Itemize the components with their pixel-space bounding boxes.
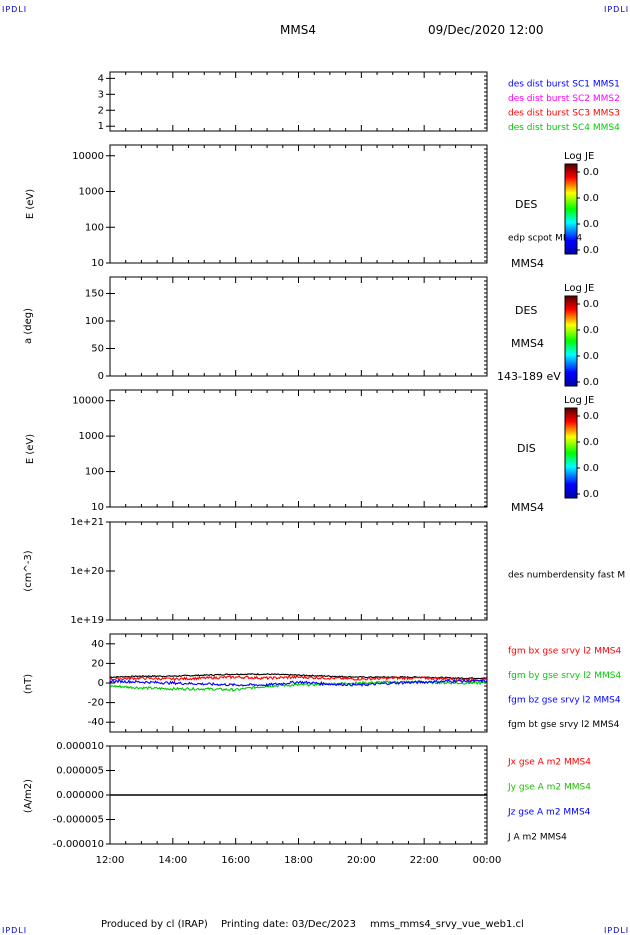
- panel2-colorbar-label: 0.0: [583, 245, 599, 256]
- panel4: [109, 389, 488, 508]
- panel7-ylabel: (A/m2): [23, 779, 34, 813]
- panel3-ytick-label: 150: [85, 289, 104, 300]
- panel6-legend-item: fgm bx gse srvy l2 MMS4: [508, 647, 621, 657]
- panel4-instrument: DIS: [517, 442, 536, 455]
- time-axis-tick-label: 00:00: [473, 855, 502, 866]
- panel2-spacecraft: MMS4: [511, 257, 544, 270]
- panel4-ylabel: E (eV): [25, 434, 36, 464]
- panel1-legend-item: des dist burst SC1 MMS1: [508, 80, 620, 90]
- time-axis-tick-label: 22:00: [410, 855, 439, 866]
- panel2-colorbar-label: 0.0: [583, 219, 599, 230]
- panel2-overlay-label: edp scpot MMS4: [508, 234, 582, 244]
- panel6-ytick-label: 40: [91, 639, 104, 650]
- panel3: [109, 276, 488, 377]
- panel5-ytick-label: 1e+21: [70, 517, 104, 528]
- panel3-ytick-label: 100: [85, 316, 104, 327]
- panel3-instrument: DES: [515, 304, 537, 317]
- panel6-legend-item: fgm by gse srvy l2 MMS4: [508, 671, 621, 681]
- panel3-spacecraft: MMS4: [511, 337, 544, 350]
- panel4-colorbar-title: Log JE: [564, 395, 594, 406]
- panel3-ytick-label: 50: [91, 344, 104, 355]
- panel3-ytick-label: 0: [98, 371, 104, 382]
- panel5-ytick-label: 1e+19: [70, 615, 104, 626]
- corner-label-top-right: IPDLI: [604, 5, 630, 14]
- panel1-ytick-label: 2: [98, 105, 104, 116]
- panel4-colorbar-label: 0.0: [583, 463, 599, 474]
- panel2-colorbar: [564, 163, 578, 255]
- footer-filename: mms_mms4_srvy_vue_web1.cl: [370, 919, 524, 930]
- panel7-legend-item: J A m2 MMS4: [507, 833, 567, 843]
- panel7-ytick-label: -0.000005: [53, 815, 104, 826]
- panel2-instrument: DES: [515, 198, 537, 211]
- panel6-ylabel: (nT): [23, 674, 34, 694]
- footer-produced-by: Produced by cl (IRAP): [101, 919, 208, 930]
- panel3-energy-range: 143-189 eV: [497, 370, 561, 383]
- panel1: [109, 71, 488, 132]
- panel4-colorbar-label: 0.0: [583, 437, 599, 448]
- panel2-colorbar-label: 0.0: [583, 193, 599, 204]
- panel7-legend-item: Jz gse A m2 MMS4: [507, 808, 591, 818]
- panel5-legend: des numberdensity fast M: [508, 571, 625, 581]
- time-axis-tick-label: 18:00: [284, 855, 313, 866]
- panel1-ytick-label: 3: [98, 89, 104, 100]
- panel2: [109, 144, 488, 264]
- panel2-colorbar-title: Log JE: [564, 151, 594, 162]
- corner-label-top-left: IPDLI: [2, 5, 28, 14]
- panel6-series-line: [109, 678, 488, 687]
- panel3-colorbar: [564, 295, 578, 387]
- panel7-ytick-label: -0.000010: [53, 839, 104, 850]
- panel7-ytick-label: 0.000000: [56, 790, 104, 801]
- panel4-ytick-label: 1000: [79, 431, 104, 442]
- panel3-colorbar-label: 0.0: [583, 299, 599, 310]
- time-axis-tick-label: 14:00: [158, 855, 187, 866]
- panel6-ytick-label: -20: [88, 698, 104, 709]
- header-datetime: 09/Dec/2020 12:00: [428, 23, 544, 37]
- panel3-colorbar-label: 0.0: [583, 351, 599, 362]
- panel2-ytick-label: 10000: [72, 151, 104, 162]
- panel5: [109, 521, 488, 621]
- panel4-colorbar-label: 0.0: [583, 489, 599, 500]
- panel3-ylabel: a (deg): [23, 308, 34, 344]
- panel7-legend-item: Jx gse A m2 MMS4: [507, 758, 591, 768]
- panel4-colorbar-label: 0.0: [583, 411, 599, 422]
- panel6-legend-item: fgm bz gse srvy l2 MMS4: [508, 696, 621, 706]
- header-spacecraft: MMS4: [280, 23, 316, 37]
- panel2-ytick-label: 100: [85, 222, 104, 233]
- corner-label-bottom-right: IPDLI: [604, 926, 630, 935]
- panel6-ytick-label: 0: [98, 678, 104, 689]
- panel4-ytick-label: 10: [91, 502, 104, 513]
- panel4-spacecraft: MMS4: [511, 501, 544, 514]
- time-axis-tick-label: 20:00: [347, 855, 376, 866]
- panel1-ytick-label: 1: [98, 121, 104, 132]
- panel1-legend-item: des dist burst SC3 MMS3: [508, 109, 620, 119]
- corner-label-bottom-left: IPDLI: [2, 926, 28, 935]
- panel1-ytick-label: 4: [98, 73, 104, 84]
- panel6-ytick-label: -40: [88, 717, 104, 728]
- panel1-legend-item: des dist burst SC4 MMS4: [508, 123, 620, 133]
- panel6-legend-item: fgm bt gse srvy l2 MMS4: [508, 720, 620, 730]
- footer-printing-date: Printing date: 03/Dec/2023: [221, 919, 357, 930]
- time-axis-tick-label: 12:00: [96, 855, 125, 866]
- time-axis-tick-label: 16:00: [221, 855, 250, 866]
- panel6-series-line: [109, 675, 488, 682]
- panel4-ytick-label: 100: [85, 467, 104, 478]
- panel2-colorbar-label: 0.0: [583, 167, 599, 178]
- panel1-legend-item: des dist burst SC2 MMS2: [508, 94, 620, 104]
- panel7-ytick-label: 0.000010: [56, 741, 104, 752]
- panel7-ytick-label: 0.000005: [56, 766, 104, 777]
- panel2-ytick-label: 1000: [79, 187, 104, 198]
- panel5-ylabel: (cm^-3): [23, 550, 34, 591]
- panel2-ytick-label: 10: [91, 258, 104, 269]
- panel4-ytick-label: 10000: [72, 396, 104, 407]
- panel5-ytick-label: 1e+20: [70, 566, 104, 577]
- panel2-ylabel: E (eV): [25, 189, 36, 219]
- panel6-ytick-label: 20: [91, 658, 104, 669]
- panel3-colorbar-label: 0.0: [583, 377, 599, 388]
- panel4-colorbar: [564, 407, 578, 499]
- panel3-colorbar-label: 0.0: [583, 325, 599, 336]
- panel3-colorbar-title: Log JE: [564, 283, 594, 294]
- panel7-legend-item: Jy gse A m2 MMS4: [507, 783, 591, 793]
